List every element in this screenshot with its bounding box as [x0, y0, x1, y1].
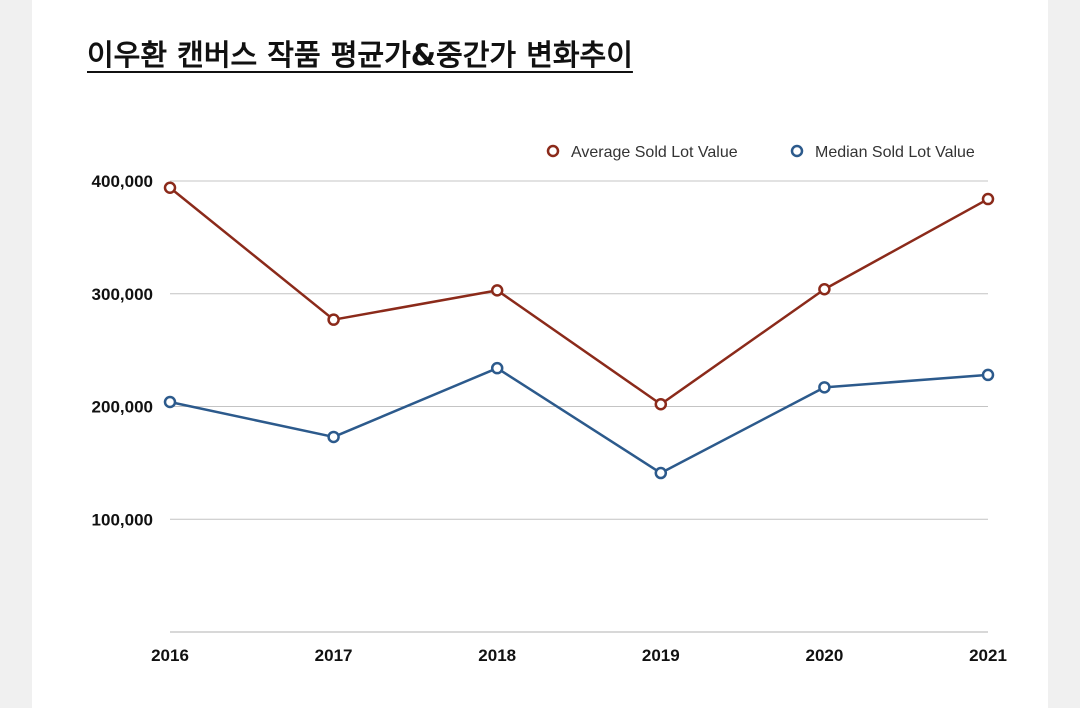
- data-point: [818, 381, 831, 394]
- series-average: [163, 181, 995, 411]
- data-point: [981, 192, 995, 206]
- data-point: [490, 361, 504, 375]
- data-point: [654, 397, 668, 411]
- series-line: [169, 366, 989, 475]
- chart-card: [32, 0, 1048, 708]
- data-point: [654, 466, 668, 480]
- x-tick-label: 2018: [478, 646, 516, 665]
- x-axis-ticks: 2016 2017 2018 2019 2020 2021: [151, 646, 1007, 665]
- data-point: [327, 313, 340, 326]
- x-tick-label: 2016: [151, 646, 189, 665]
- grid-lines: [170, 180, 988, 633]
- y-tick-label: 400,000: [92, 172, 153, 191]
- series-median: [163, 361, 995, 480]
- x-tick-label: 2021: [969, 646, 1007, 665]
- legend-label: Median Sold Lot Value: [815, 144, 975, 161]
- series-layer: [163, 181, 995, 480]
- x-tick-label: 2017: [315, 646, 353, 665]
- y-axis-ticks: 100,000 200,000 300,000 400,000: [92, 172, 153, 529]
- data-point: [981, 368, 995, 382]
- x-tick-label: 2020: [805, 646, 843, 665]
- legend-marker: [546, 144, 560, 158]
- data-point: [490, 284, 504, 297]
- legend-item: Median Sold Lot Value: [790, 144, 975, 161]
- data-point: [163, 395, 177, 409]
- y-tick-label: 300,000: [92, 285, 153, 304]
- legend-item: Average Sold Lot Value: [546, 144, 738, 161]
- data-point: [327, 430, 340, 444]
- series-line: [169, 186, 989, 406]
- chart-title: 이우환 캔버스 작품 평균가&중간가 변화추이: [87, 38, 633, 72]
- x-tick-label: 2019: [642, 646, 680, 665]
- y-tick-label: 100,000: [92, 510, 153, 529]
- legend: Average Sold Lot Value Median Sold Lot Va…: [546, 144, 975, 161]
- data-point: [818, 282, 831, 296]
- data-point: [163, 181, 177, 195]
- y-tick-label: 200,000: [92, 398, 153, 417]
- legend-marker: [790, 144, 804, 158]
- legend-label: Average Sold Lot Value: [571, 144, 738, 161]
